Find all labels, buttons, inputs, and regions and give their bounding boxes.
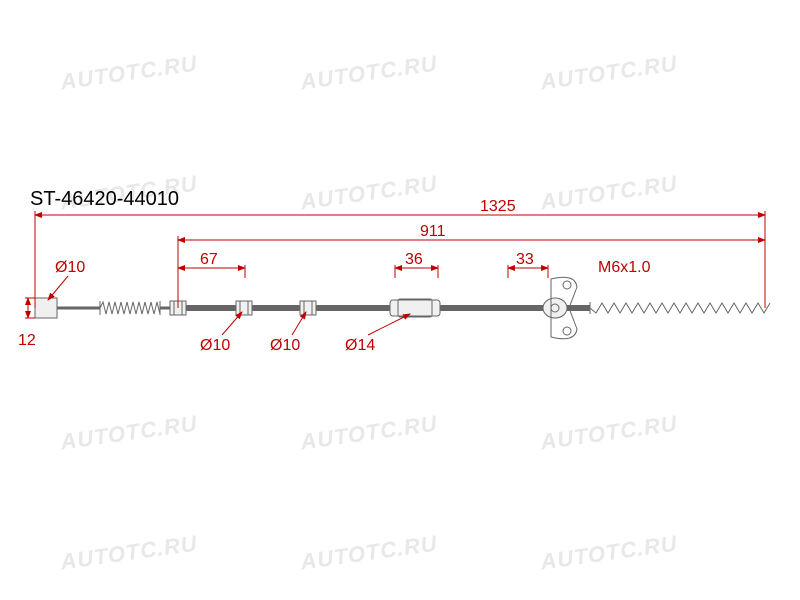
cable-part-drawing	[35, 277, 770, 339]
part-number-title: ST-46420-44010	[30, 188, 179, 210]
svg-text:Ø10: Ø10	[270, 337, 300, 354]
svg-text:Ø14: Ø14	[345, 337, 375, 354]
svg-text:1325: 1325	[480, 198, 516, 215]
svg-text:M6x1.0: M6x1.0	[598, 259, 651, 276]
dimension-annotations: 1325 911 67 36 33 M6x1.0 Ø10 12 Ø10 Ø10 Ø14	[18, 198, 765, 354]
svg-text:Ø10: Ø10	[55, 259, 85, 276]
svg-text:12: 12	[18, 332, 36, 349]
technical-drawing: ST-46420-44010 1325 911 67 36 33 M6x1.0 Ø10 12 Ø…	[0, 0, 800, 600]
svg-text:Ø10: Ø10	[200, 337, 230, 354]
svg-text:36: 36	[405, 251, 423, 268]
svg-text:67: 67	[200, 251, 218, 268]
svg-text:33: 33	[516, 251, 534, 268]
svg-text:911: 911	[420, 223, 446, 240]
